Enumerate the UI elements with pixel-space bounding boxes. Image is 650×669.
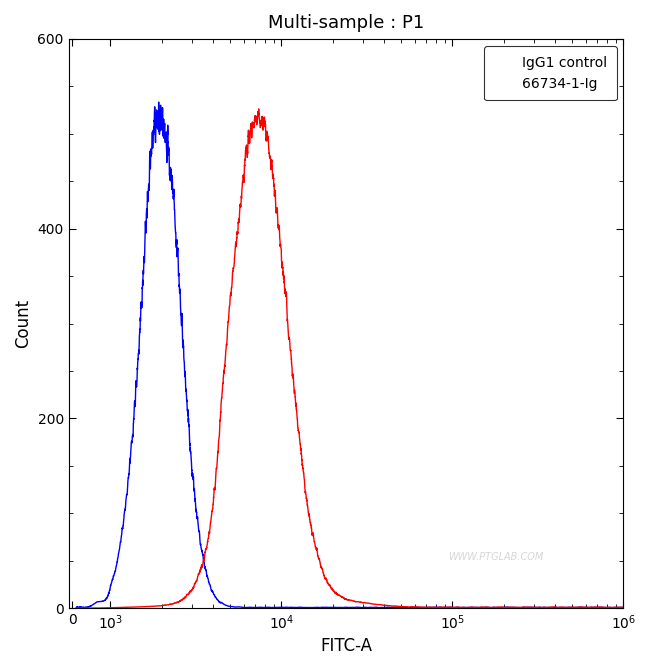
IgG1 control xyxy=(619,603,627,611)
Title: Multi-sample : P1: Multi-sample : P1 xyxy=(268,14,424,32)
IgG1 control xyxy=(380,603,388,611)
66734-1-Ig xyxy=(498,603,506,611)
IgG1 control xyxy=(446,603,454,611)
66734-1-Ig xyxy=(255,105,263,113)
Line: 66734-1-Ig: 66734-1-Ig xyxy=(76,109,623,608)
IgG1 control xyxy=(498,603,506,611)
IgG1 control xyxy=(155,98,162,106)
IgG1 control xyxy=(89,601,97,609)
Legend: IgG1 control, 66734-1-Ig: IgG1 control, 66734-1-Ig xyxy=(484,46,616,100)
Line: IgG1 control: IgG1 control xyxy=(76,102,623,607)
IgG1 control xyxy=(346,603,354,611)
66734-1-Ig xyxy=(380,601,388,609)
66734-1-Ig xyxy=(346,596,354,604)
Text: WWW.PTGLAB.COM: WWW.PTGLAB.COM xyxy=(448,552,543,562)
66734-1-Ig xyxy=(89,604,97,612)
X-axis label: FITC-A: FITC-A xyxy=(320,637,372,655)
Y-axis label: Count: Count xyxy=(14,299,32,348)
66734-1-Ig xyxy=(446,603,454,611)
IgG1 control xyxy=(197,543,205,551)
66734-1-Ig xyxy=(619,603,627,611)
66734-1-Ig xyxy=(72,604,80,612)
66734-1-Ig xyxy=(197,565,205,573)
IgG1 control xyxy=(72,603,80,611)
